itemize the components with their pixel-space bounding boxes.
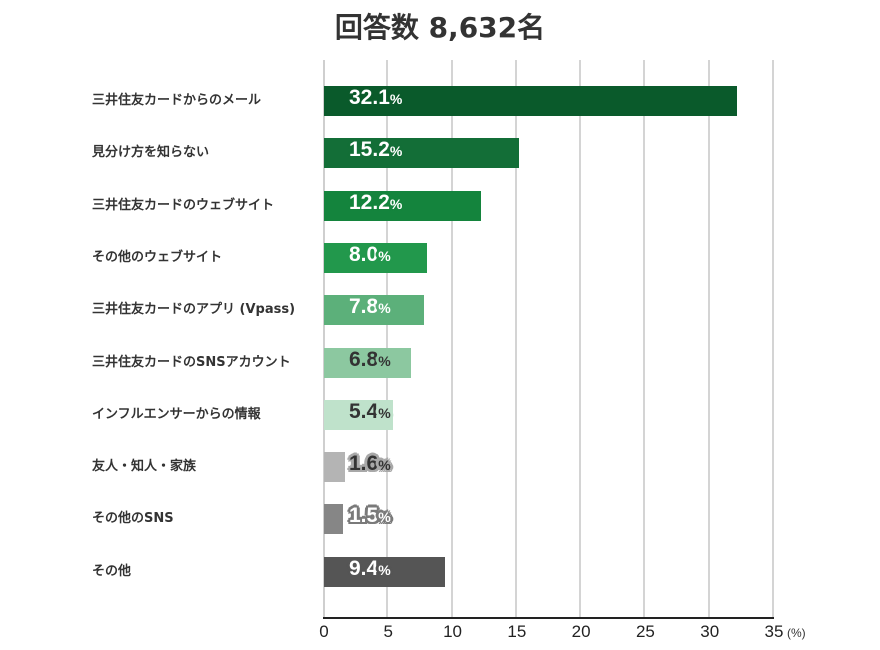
category-label: 見分け方を知らない — [92, 145, 210, 161]
percent-sign: % — [389, 195, 403, 212]
value-number: 8.0 — [349, 242, 379, 266]
category-label: その他 — [92, 563, 132, 579]
value-number: 6.8 — [349, 347, 379, 371]
value-number: 5.4 — [349, 399, 379, 423]
percent-sign: % — [378, 509, 391, 526]
percent-sign: % — [378, 457, 391, 474]
bar — [324, 138, 520, 169]
bar — [324, 295, 425, 326]
bar — [324, 504, 344, 535]
x-tick-label: 5 — [383, 622, 394, 641]
category-label: 三井住友カードのアプリ (Vpass) — [92, 302, 296, 318]
x-tick-label: 25 — [635, 622, 655, 641]
gridline — [514, 60, 517, 618]
category-label: 友人・知人・家族 — [92, 459, 197, 475]
percent-sign: % — [378, 561, 391, 578]
x-axis-line — [323, 617, 774, 619]
value-label: 6.8% — [349, 346, 391, 376]
category-label: 三井住友カードのウェブサイト — [92, 197, 275, 213]
bar — [324, 347, 412, 378]
x-tick-label: 15 — [507, 622, 527, 641]
percent-sign: % — [378, 404, 391, 421]
value-label: 32.1% — [349, 84, 402, 114]
value-number: 15.2 — [349, 138, 390, 162]
value-label: 7.8% — [349, 293, 391, 323]
percent-sign: % — [389, 143, 403, 160]
category-label: 三井住友カードからのメール — [92, 93, 262, 108]
value-number: 1.5 — [349, 504, 379, 528]
percent-sign: % — [378, 300, 391, 317]
gridline — [643, 60, 646, 618]
percent-sign: % — [378, 247, 391, 264]
chart-title: 回答数 8,632名 — [334, 11, 546, 44]
gridline — [386, 60, 389, 618]
x-tick-label: 10 — [443, 622, 463, 641]
bar — [324, 242, 427, 273]
x-axis-unit: (%) — [787, 626, 806, 640]
gridline — [450, 60, 453, 618]
gridline — [707, 60, 710, 618]
x-tick-label: 30 — [700, 622, 720, 641]
category-label: 三井住友カードのSNSアカウント — [92, 354, 291, 370]
x-tick-label: 0 — [319, 622, 329, 641]
value-label: 1.6% — [349, 450, 391, 480]
category-label: インフルエンサーからの情報 — [92, 406, 261, 422]
value-label: 9.4% — [349, 555, 391, 585]
value-label: 12.2% — [349, 189, 402, 219]
value-label: 15.2% — [349, 136, 402, 166]
x-tick-label: 35 — [764, 622, 784, 641]
value-number: 9.4 — [349, 556, 379, 580]
value-number: 1.6 — [349, 452, 379, 476]
value-number: 32.1 — [349, 86, 390, 109]
y-axis-line — [323, 60, 325, 618]
x-tick-label: 20 — [571, 622, 591, 641]
percent-sign: % — [378, 352, 391, 369]
percent-sign: % — [389, 91, 403, 107]
category-label: その他のウェブサイト — [92, 249, 223, 265]
gridline — [772, 60, 774, 618]
value-number: 7.8 — [349, 295, 379, 319]
value-label: 5.4% — [349, 398, 391, 428]
category-label: その他のSNS — [92, 511, 174, 527]
plot-area — [323, 60, 774, 618]
bar — [324, 556, 445, 587]
gridline — [579, 60, 582, 618]
value-label: 1.5% — [349, 502, 391, 532]
bar — [324, 399, 394, 430]
value-label: 8.0% — [349, 241, 391, 271]
bar — [324, 452, 345, 483]
value-number: 12.2 — [349, 190, 390, 214]
bar — [324, 86, 737, 116]
bar — [324, 190, 481, 221]
